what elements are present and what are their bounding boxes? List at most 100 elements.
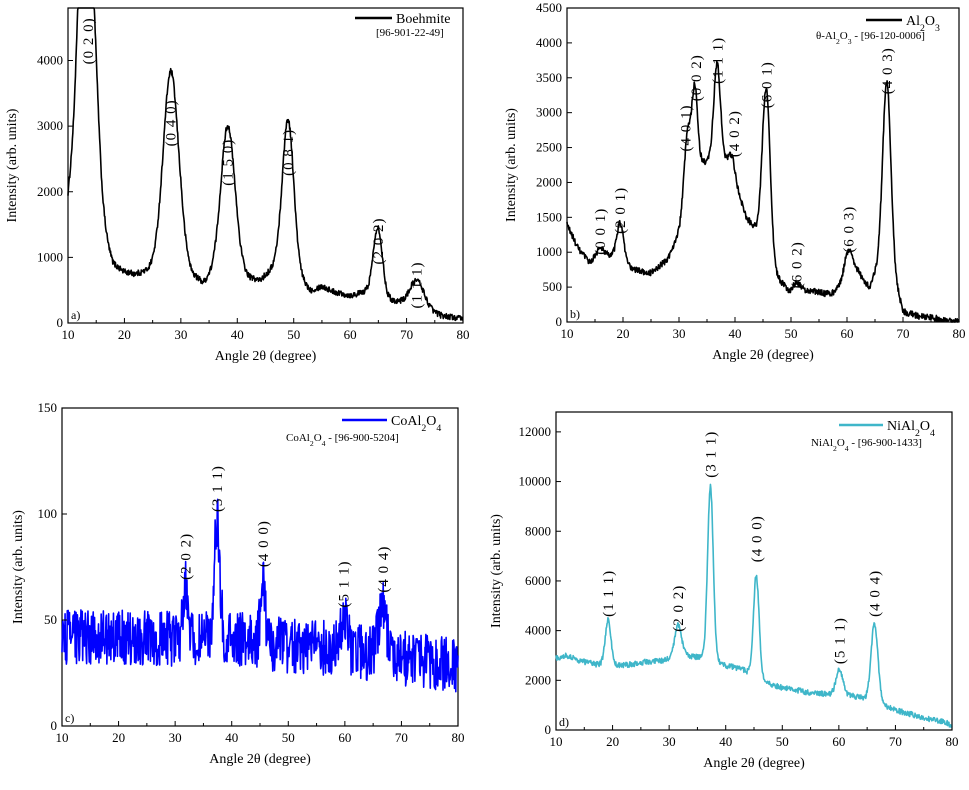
panel-label: c) [65,711,74,725]
x-tick-label: 10 [56,730,69,745]
x-tick-label: 80 [457,327,470,342]
y-tick-label: 10000 [519,474,552,489]
reference-card-label: CoAl2O4 - [96-900-5204] [286,432,399,448]
peak-hkl-label: (1 1 1) [601,570,617,617]
chart-panel-a: 10 20 30 40 50 60 70 80 0 1000 2000 3000 4000 Angle 2… [5,7,470,364]
x-tick-label: 30 [169,730,182,745]
x-tick-label: 40 [719,734,732,749]
y-tick-label: 150 [38,400,58,415]
y-tick-label: 4000 [37,53,63,68]
peak-hkl-label: (0 4 0) [164,99,180,146]
peak-hkl-label: (1 1 1) [410,261,426,308]
x-axis-title: Angle 2θ (degree) [215,349,317,364]
plot-frame [566,7,960,323]
x-tick-label: 50 [776,734,789,749]
peak-hkl-label: (6 0 2) [790,241,806,288]
x-axis-title: Angle 2θ (degree) [712,348,814,363]
y-tick-label: 2000 [525,672,551,687]
peak-hkl-label: (3 1 1) [210,465,226,512]
series-line-coal2o4 [61,498,459,693]
x-tick-label: 40 [225,730,238,745]
peak-hkl-label: (4 0 0) [256,520,272,567]
x-tick-label: 50 [785,326,798,341]
x-tick-label: 80 [452,730,465,745]
y-tick-label: 4500 [536,0,562,15]
peak-hkl-label: (2 0 2) [371,217,387,264]
y-tick-label: 3000 [536,105,562,120]
peak-hkl-label: (4 0 2) [727,110,743,157]
x-tick-label: 30 [174,327,187,342]
y-tick-label: 3000 [37,118,63,133]
peak-hkl-label: (4 0 1) [679,105,695,152]
x-tick-label: 40 [729,326,742,341]
x-tick-label: 60 [841,326,854,341]
peak-hkl-label: (5 1 1) [832,617,848,664]
panel-label: a) [71,308,80,322]
chart-panel-c: 10 20 30 40 50 60 70 80 0 50 100 150 Angle 2θ (degre… [11,400,465,767]
peak-hkl-label: (0 8 1) [281,129,297,176]
peak-hkl-label: (0 0 2) [689,54,705,101]
x-axis-title: Angle 2θ (degree) [209,752,311,767]
x-tick-label: 70 [897,326,910,341]
x-tick-label: 30 [673,326,686,341]
x-tick-label: 60 [338,730,351,745]
peak-hkl-label: (4 0 4) [867,570,883,617]
x-tick-label: 70 [395,730,408,745]
peak-hkl-label: (2 0 2) [178,533,194,580]
peak-hkl-label: (1 1 1) [711,37,727,84]
y-tick-label: 1500 [536,209,562,224]
series-line-al2o3 [566,60,960,323]
legend-label: CoAl2O4 [391,414,441,434]
x-tick-label: 10 [561,326,574,341]
x-tick-label: 10 [62,327,75,342]
x-tick-label: 30 [663,734,676,749]
chart-panel-d: 10 20 30 40 50 60 70 80 0 2000 4000 6000 8000 10000 12… [489,411,959,771]
peak-hkl-label: (0 2 0) [81,17,97,64]
peak-hkl-label: (4 0 4) [376,546,392,593]
reference-card-label: θ-Al2O3 - [96-120-0006] [816,30,925,46]
x-tick-label: 20 [617,326,630,341]
y-tick-label: 100 [38,506,58,521]
x-tick-label: 40 [231,327,244,342]
x-tick-label: 60 [832,734,845,749]
y-tick-label: 8000 [525,523,551,538]
y-tick-label: 2000 [536,174,562,189]
reference-card-label: [96-901-22-49] [376,27,444,39]
chart-panel-b: 10 20 30 40 50 60 70 80 0 500 1000 1500 2000 2500 3000… [504,0,966,363]
y-tick-label: 2000 [37,184,63,199]
peak-hkl-label: (6 0 3) [842,206,858,253]
y-tick-label: 3500 [536,70,562,85]
y-tick-label: 12000 [519,424,552,439]
y-axis-title: Intensity (arb. units) [11,510,26,624]
y-tick-label: 0 [556,314,563,329]
x-tick-label: 20 [112,730,125,745]
y-tick-label: 2500 [536,140,562,155]
x-tick-label: 70 [889,734,902,749]
legend-label: Boehmite [396,12,450,27]
legend-label: Al2O3 [906,14,940,34]
panel-label: d) [559,715,569,729]
peak-hkl-label: (1 5 0) [221,139,237,186]
y-tick-label: 1000 [37,249,63,264]
peak-hkl-label: (2 0 2) [671,585,687,632]
x-tick-label: 60 [344,327,357,342]
reference-card-label: NiAl2O4 - [96-900-1433] [811,437,922,453]
peak-hkl-label: (0 0 1) [593,208,609,255]
x-tick-label: 50 [287,327,300,342]
y-tick-label: 0 [57,315,64,330]
y-axis-title: Intensity (arb. units) [489,514,504,628]
series-line-boehmite [67,7,464,322]
legend-label: NiAl2O4 [887,419,935,439]
peak-hkl-label: (4 0 0) [749,515,765,562]
series-line-nial2o4 [555,483,953,729]
x-tick-label: 80 [953,326,966,341]
peak-hkl-label: (2 0 1) [613,187,629,234]
x-tick-label: 50 [282,730,295,745]
y-tick-label: 4000 [525,623,551,638]
y-tick-label: 50 [44,612,57,627]
x-tick-label: 20 [606,734,619,749]
y-tick-label: 0 [545,722,552,737]
x-axis-title: Angle 2θ (degree) [703,756,805,771]
y-tick-label: 500 [543,279,563,294]
